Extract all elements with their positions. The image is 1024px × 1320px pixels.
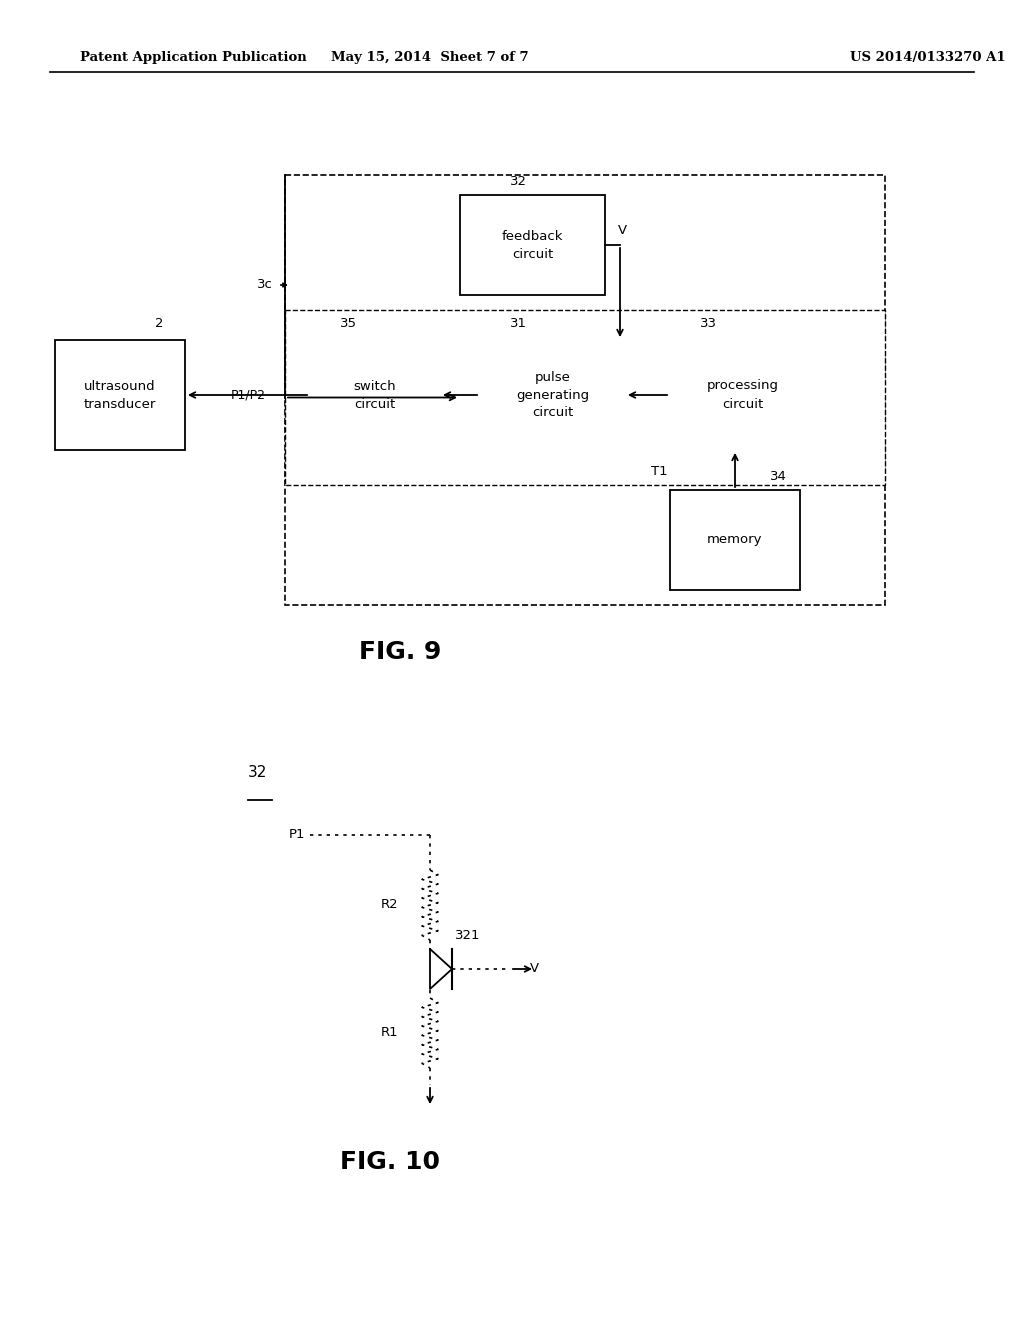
Bar bbox=[460, 195, 605, 294]
Bar bbox=[670, 341, 815, 450]
Bar bbox=[310, 341, 440, 450]
Text: Patent Application Publication: Patent Application Publication bbox=[80, 51, 307, 65]
Text: 35: 35 bbox=[340, 317, 357, 330]
Text: switch
circuit: switch circuit bbox=[353, 380, 396, 411]
Text: FIG. 9: FIG. 9 bbox=[358, 640, 441, 664]
Text: 33: 33 bbox=[700, 317, 717, 330]
Text: 3c: 3c bbox=[257, 279, 273, 292]
Text: R1: R1 bbox=[380, 1027, 398, 1040]
Text: May 15, 2014  Sheet 7 of 7: May 15, 2014 Sheet 7 of 7 bbox=[331, 51, 528, 65]
Bar bbox=[480, 341, 625, 450]
Text: 34: 34 bbox=[770, 470, 786, 483]
Text: memory: memory bbox=[708, 533, 763, 546]
Bar bbox=[670, 490, 800, 590]
Text: ultrasound
transducer: ultrasound transducer bbox=[84, 380, 157, 411]
Bar bbox=[55, 341, 185, 450]
Text: feedback
circuit: feedback circuit bbox=[502, 230, 563, 260]
Text: pulse
generating
circuit: pulse generating circuit bbox=[516, 371, 589, 420]
Text: R2: R2 bbox=[380, 899, 398, 912]
Text: 2: 2 bbox=[155, 317, 164, 330]
Text: US 2014/0133270 A1: US 2014/0133270 A1 bbox=[850, 51, 1006, 65]
Text: V: V bbox=[530, 962, 539, 975]
Bar bbox=[285, 310, 885, 484]
Text: 321: 321 bbox=[455, 929, 480, 942]
Text: V: V bbox=[618, 223, 627, 236]
Text: T1: T1 bbox=[651, 465, 668, 478]
Bar bbox=[285, 176, 885, 605]
Text: 31: 31 bbox=[510, 317, 527, 330]
Text: P1: P1 bbox=[289, 829, 305, 842]
Text: P1/P2: P1/P2 bbox=[230, 388, 265, 401]
Text: FIG. 10: FIG. 10 bbox=[340, 1150, 440, 1173]
Text: 32: 32 bbox=[248, 766, 267, 780]
Text: 32: 32 bbox=[510, 176, 527, 187]
Text: processing
circuit: processing circuit bbox=[707, 380, 778, 411]
